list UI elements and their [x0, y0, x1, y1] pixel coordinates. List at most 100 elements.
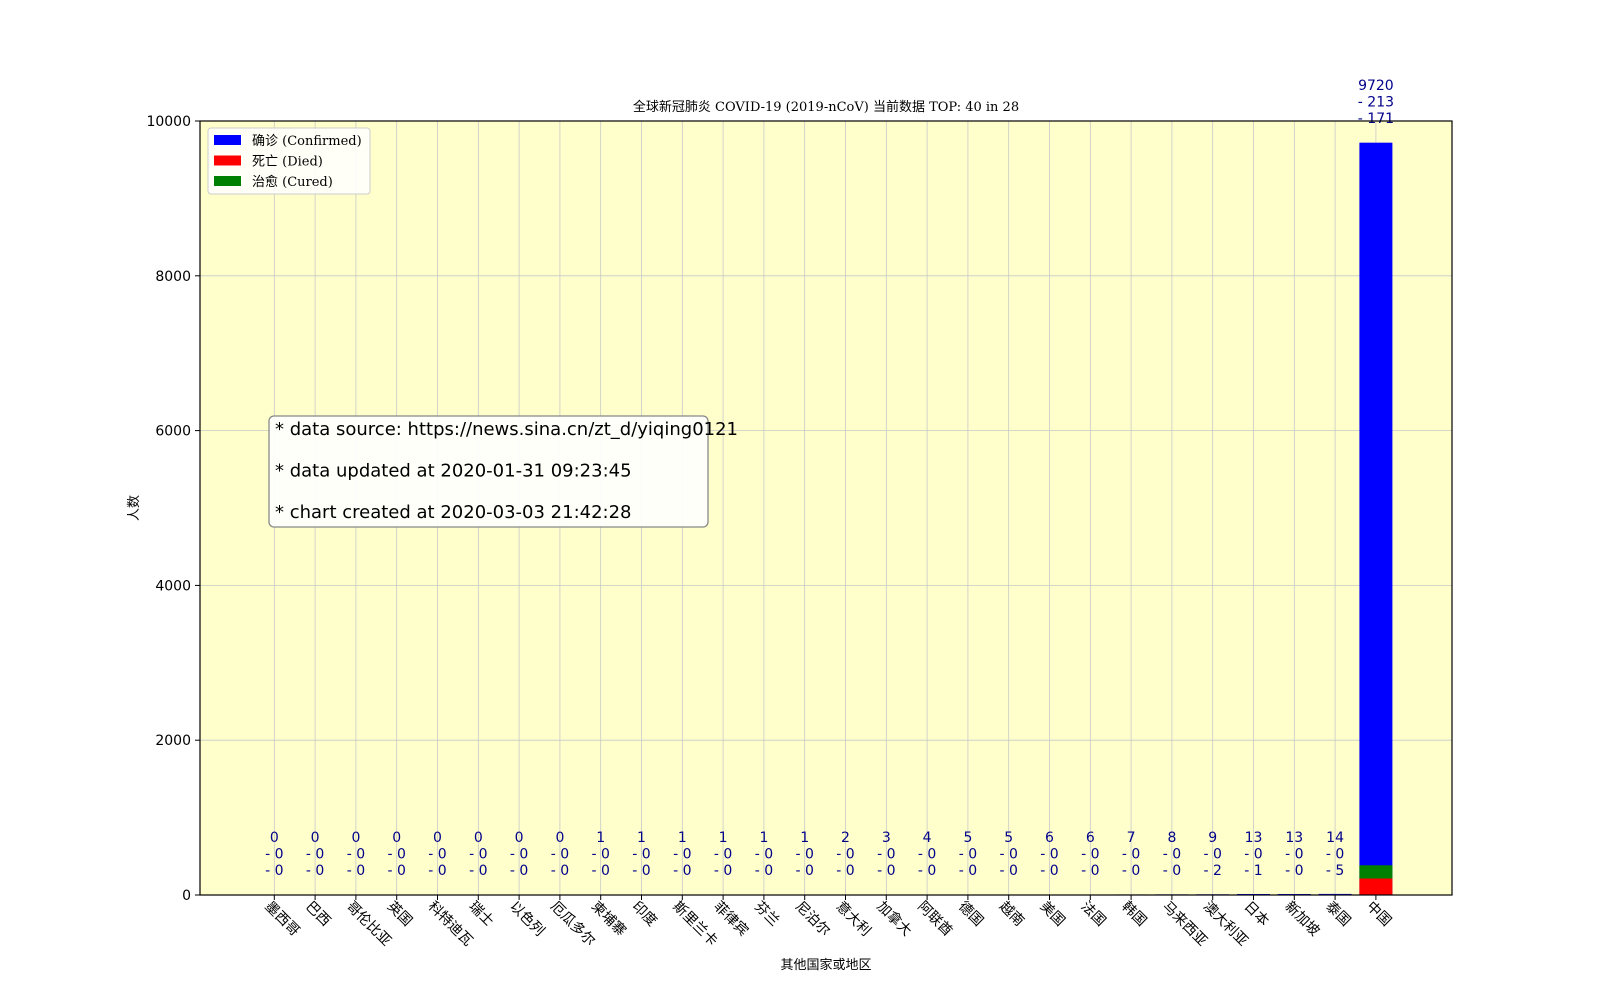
- y-tick-label: 0: [182, 888, 191, 904]
- data-label: 1: [596, 830, 605, 846]
- data-label: 9: [1208, 830, 1217, 846]
- x-tick-label: 阿联酋: [914, 898, 956, 940]
- data-label: - 0: [591, 847, 609, 863]
- data-label: - 5: [1326, 863, 1344, 879]
- data-label: 14: [1326, 830, 1344, 846]
- data-label: - 0: [836, 863, 854, 879]
- info-line: * data source: https://news.sina.cn/zt_d…: [275, 419, 738, 440]
- data-label: - 0: [510, 847, 528, 863]
- x-tick-label: 意大利: [833, 898, 875, 940]
- y-tick-label: 6000: [155, 424, 191, 440]
- data-label: - 0: [469, 847, 487, 863]
- x-tick-label: 日本: [1241, 899, 1272, 930]
- data-label: 9720: [1358, 78, 1394, 94]
- x-tick-label: 英国: [384, 898, 416, 930]
- data-label: - 0: [1163, 847, 1181, 863]
- data-label: 3: [882, 830, 891, 846]
- data-label: 0: [270, 830, 279, 846]
- data-label: 0: [433, 830, 442, 846]
- data-label: - 0: [959, 863, 977, 879]
- data-label: - 0: [959, 847, 977, 863]
- data-label: - 0: [1326, 847, 1344, 863]
- data-label: - 0: [265, 863, 283, 879]
- data-label: - 0: [918, 847, 936, 863]
- data-label: - 2: [1203, 863, 1221, 879]
- data-label: - 0: [1203, 847, 1221, 863]
- data-label: 1: [637, 830, 646, 846]
- data-label: - 0: [1285, 847, 1303, 863]
- data-label: 0: [555, 830, 564, 846]
- x-tick-label: 韩国: [1118, 899, 1149, 930]
- y-tick-label: 8000: [155, 269, 191, 285]
- x-tick-label: 法国: [1077, 899, 1108, 930]
- data-label: - 0: [1122, 863, 1140, 879]
- data-label: - 0: [1285, 863, 1303, 879]
- data-label: - 0: [632, 863, 650, 879]
- data-label: 0: [474, 830, 483, 846]
- data-label: 13: [1245, 830, 1263, 846]
- data-label: - 0: [1081, 847, 1099, 863]
- info-line: * data updated at 2020-01-31 09:23:45: [275, 461, 632, 482]
- data-label: 5: [963, 830, 972, 846]
- data-label: 5: [1004, 830, 1013, 846]
- data-label: 13: [1285, 830, 1303, 846]
- x-tick-label: 尼泊尔: [792, 899, 833, 940]
- data-label: 4: [923, 830, 932, 846]
- data-label: - 0: [1040, 863, 1058, 879]
- data-label: - 0: [1081, 863, 1099, 879]
- x-tick-label: 瑞士: [465, 899, 496, 930]
- legend-label: 死亡 (Died): [252, 155, 323, 170]
- data-label: - 0: [591, 863, 609, 879]
- data-label: - 0: [1163, 863, 1181, 879]
- legend-label: 确诊 (Confirmed): [252, 134, 362, 149]
- x-tick-label: 以色列: [506, 898, 548, 940]
- data-label: - 0: [877, 847, 895, 863]
- data-label: - 0: [673, 863, 691, 879]
- data-label: 6: [1086, 830, 1095, 846]
- legend: 确诊 (Confirmed)死亡 (Died)治愈 (Cured): [208, 128, 370, 194]
- data-label: - 1: [1244, 863, 1262, 879]
- data-label: - 0: [714, 847, 732, 863]
- data-label: - 0: [632, 847, 650, 863]
- data-label: - 0: [795, 863, 813, 879]
- x-tick-label: 新加坡: [1281, 899, 1322, 940]
- x-tick-label: 德国: [955, 899, 986, 930]
- data-label: - 0: [714, 863, 732, 879]
- x-tick-label: 美国: [1037, 899, 1068, 930]
- data-label: - 0: [877, 863, 895, 879]
- data-label: - 0: [428, 863, 446, 879]
- data-label: - 0: [347, 847, 365, 863]
- data-label: - 0: [999, 847, 1017, 863]
- x-tick-label: 加拿大: [873, 898, 915, 940]
- bar-died: [1359, 879, 1392, 895]
- y-tick-label: 10000: [146, 114, 191, 130]
- x-tick-label: 中国: [1363, 899, 1394, 930]
- y-axis-label: 人数: [127, 495, 142, 521]
- data-label: - 0: [510, 863, 528, 879]
- legend-swatch: [214, 135, 241, 145]
- info-box: * data source: https://news.sina.cn/zt_d…: [269, 416, 738, 527]
- x-tick-label: 泰国: [1322, 899, 1353, 930]
- data-label: - 171: [1358, 111, 1394, 127]
- data-label: 1: [678, 830, 687, 846]
- x-tick-label: 印度: [629, 899, 660, 930]
- data-label: - 0: [347, 863, 365, 879]
- data-label: - 0: [755, 847, 773, 863]
- data-label: - 0: [1122, 847, 1140, 863]
- data-label: - 0: [1040, 847, 1058, 863]
- data-label: - 0: [551, 847, 569, 863]
- info-line: * chart created at 2020-03-03 21:42:28: [275, 502, 632, 523]
- data-label: - 0: [306, 847, 324, 863]
- data-label: - 213: [1358, 95, 1394, 111]
- data-label: - 0: [306, 863, 324, 879]
- data-label: - 0: [387, 863, 405, 879]
- data-label: - 0: [999, 863, 1017, 879]
- x-tick-label: 巴西: [302, 899, 333, 930]
- bar-cured: [1359, 865, 1392, 878]
- y-tick-label: 2000: [155, 733, 191, 749]
- data-label: - 0: [1244, 847, 1262, 863]
- x-tick-label: 越南: [996, 899, 1027, 930]
- data-label: - 0: [755, 863, 773, 879]
